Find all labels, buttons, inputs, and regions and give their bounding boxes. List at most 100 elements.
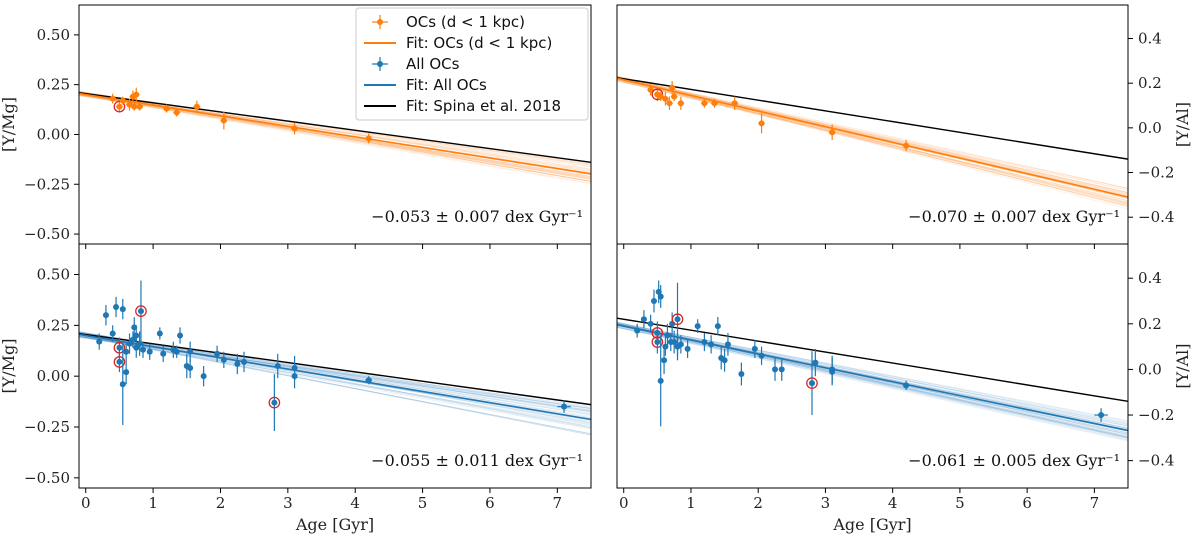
y-axis-label: [Y/Al] [1173, 102, 1192, 147]
bootstrap-line [79, 92, 591, 171]
panel-top-right: −0.4 −0.2 0.0 0.2 0.4 [Y/Al] −0.070 ± 0.007 de… [616, 4, 1192, 249]
data-point [200, 366, 207, 387]
x-tick-label: 4 [350, 494, 360, 512]
marker [671, 339, 678, 346]
marker [113, 304, 120, 311]
marker [701, 100, 708, 107]
reference-fit-line [617, 317, 1128, 403]
marker [173, 348, 180, 355]
marker [241, 358, 248, 365]
marker [187, 365, 194, 372]
data-point [126, 333, 133, 354]
bootstrap-line [617, 79, 1128, 199]
marker [778, 366, 785, 373]
bootstrap-line [79, 333, 591, 436]
data-point [812, 348, 819, 377]
panel-top-left: −0.50 −0.25 0.00 0.25 0.50 [Y/Mg] −0.053 ± 0.0… [0, 4, 592, 249]
data-point [664, 323, 671, 347]
data-point [666, 96, 673, 110]
marker [772, 366, 779, 373]
y-tick-label: 0.0 [1138, 119, 1162, 137]
marker [234, 360, 241, 367]
bootstrap-line [79, 333, 591, 411]
bootstrap-line [617, 324, 1128, 440]
marker [137, 308, 144, 315]
marker [291, 373, 298, 380]
marker [657, 93, 664, 100]
y-tick-label: −0.50 [24, 469, 70, 487]
bootstrap-line [617, 78, 1128, 205]
data-point [758, 113, 765, 134]
data-point [902, 380, 910, 390]
marker [133, 332, 140, 339]
legend-label: Fit: Spina et al. 2018 [406, 97, 561, 115]
legend-item: Fit: Spina et al. 2018 [364, 97, 561, 115]
data-point [241, 351, 248, 373]
plot-area [617, 75, 1128, 210]
data-point [657, 285, 664, 308]
highlight-ring [113, 356, 126, 368]
data-point [751, 339, 758, 359]
marker [711, 100, 718, 107]
legend-label: All OCs [406, 55, 460, 73]
data-point [173, 108, 181, 117]
x-tick-label: 3 [283, 494, 293, 512]
bootstrap-line [617, 326, 1128, 441]
marker [220, 117, 227, 124]
bootstrap-line [617, 321, 1128, 426]
marker [133, 91, 140, 98]
data-point [634, 323, 641, 338]
data-point [721, 348, 728, 372]
x-tick-label: 1 [148, 494, 158, 512]
data-point [119, 343, 126, 425]
marker [220, 356, 227, 363]
data-point [160, 345, 167, 362]
data-point [714, 316, 721, 336]
marker [694, 323, 701, 330]
slope-annotation: −0.053 ± 0.007 dex Gyr⁻¹ [371, 207, 583, 226]
y-tick-label: 0.2 [1138, 315, 1162, 333]
bootstrap-line [617, 79, 1128, 206]
legend-label: OCs (d < 1 kpc) [406, 13, 525, 31]
bootstrap-line [617, 76, 1128, 194]
legend-item: OCs (d < 1 kpc) [372, 13, 525, 31]
bootstrap-line [617, 325, 1128, 438]
y-tick-label: 0.00 [37, 125, 70, 143]
panel-bottom-left: 0 1 2 3 4 5 6 7 −0.50 −0.25 0.00 0.25 0.50 [Y/Mg] Age … [0, 243, 592, 534]
data-point [109, 93, 117, 104]
x-tick-label: 3 [821, 494, 831, 512]
marker [661, 357, 668, 364]
y-tick-label: 0.25 [37, 76, 70, 94]
data-point [268, 374, 281, 432]
marker [640, 316, 647, 323]
bootstrap-line [79, 90, 591, 181]
data-point [657, 92, 665, 102]
bootstrap-line [617, 79, 1128, 202]
data-point [661, 346, 668, 374]
marker [156, 330, 163, 337]
data-point [119, 96, 127, 105]
bootstrap-line [617, 322, 1128, 422]
data-point [778, 358, 785, 381]
marker [109, 95, 116, 102]
marker [738, 370, 745, 377]
highlight-ring [651, 336, 664, 348]
data-point [829, 358, 836, 386]
marker [903, 142, 910, 149]
reference-fit-line [79, 92, 591, 164]
data-point [694, 319, 701, 333]
data-point [902, 140, 910, 152]
data-point [214, 345, 221, 362]
y-tick-label: 0.4 [1138, 269, 1162, 287]
marker [674, 316, 681, 323]
y-tick-label: −0.25 [24, 175, 70, 193]
highlight-ring [135, 305, 147, 317]
y-axis-label: [Y/Al] [1173, 343, 1192, 388]
bootstrap-line [617, 327, 1128, 432]
axes-frame [78, 243, 592, 489]
y-tick-label: −0.2 [1138, 164, 1174, 182]
x-tick-label: 6 [1022, 494, 1032, 512]
x-tick-label: 0 [619, 494, 629, 512]
marker [116, 103, 123, 110]
highlight-ring [671, 313, 684, 326]
